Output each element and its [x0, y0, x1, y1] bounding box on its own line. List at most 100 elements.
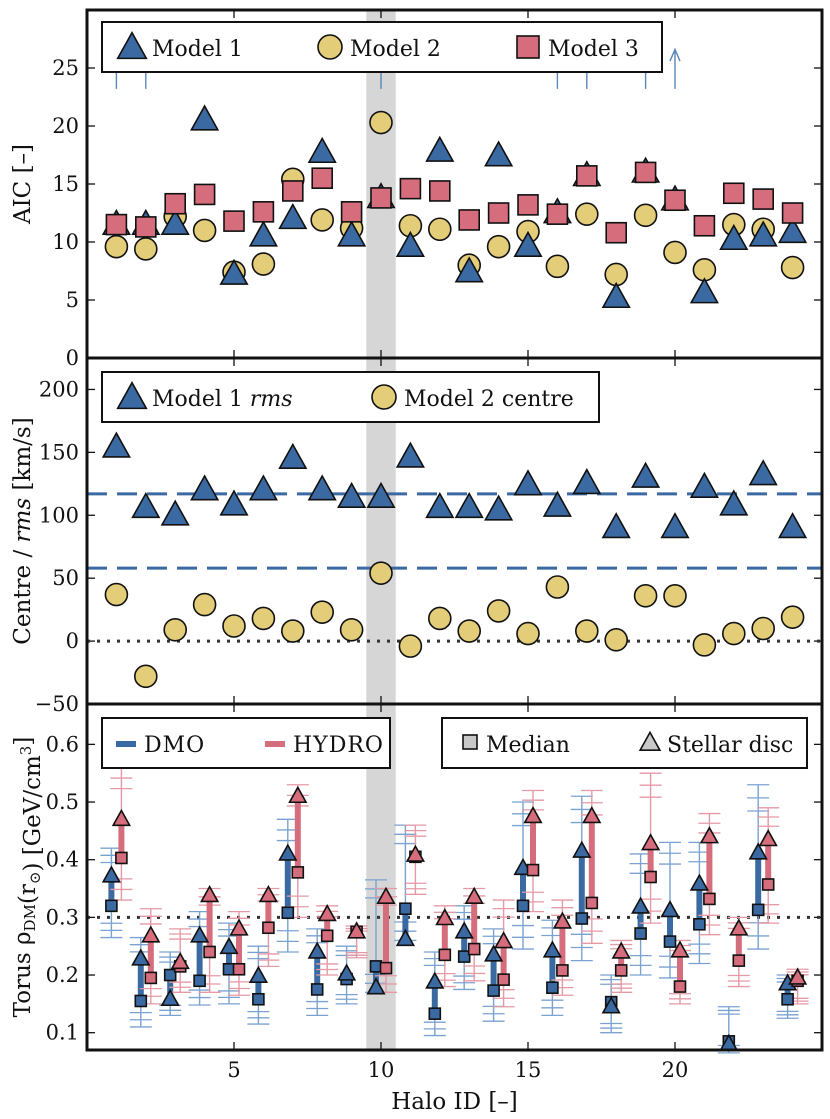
- model1-rms-marker: [395, 441, 425, 468]
- model3-marker: [193, 183, 216, 206]
- model1-rms-marker: [337, 481, 367, 509]
- model2-marker: [427, 217, 452, 242]
- model2-centre-marker: [369, 561, 393, 585]
- dmo-median-marker: [487, 984, 500, 997]
- model1-rms-marker: [748, 459, 778, 486]
- hydro-median-marker: [732, 954, 746, 967]
- model2-centre-marker: [633, 583, 658, 608]
- legend-disc-marker: [638, 730, 662, 751]
- legend-model3-marker: [516, 35, 540, 59]
- dmo-disc-marker: [219, 936, 239, 955]
- model1-rms-marker: [307, 474, 337, 501]
- model2-centre-marker: [457, 619, 482, 643]
- model1-marker: [689, 277, 719, 304]
- model2-marker: [134, 237, 158, 261]
- hydro-disc-marker: [141, 925, 161, 943]
- dmo-median-marker: [281, 906, 295, 920]
- model2-centre-marker: [251, 606, 276, 631]
- hydro-median-marker: [585, 896, 599, 910]
- hydro-median-marker: [614, 964, 628, 977]
- hydro-disc-marker: [493, 931, 514, 949]
- model1-rms-marker: [601, 512, 631, 539]
- hydro-disc-marker: [111, 808, 132, 827]
- hydro-disc-marker: [552, 911, 573, 929]
- legend-model1-rms-label: Model 1 rms: [152, 387, 293, 412]
- model2-centre-marker: [339, 617, 364, 642]
- model2-centre-marker: [280, 619, 305, 643]
- legend-model1-marker: [116, 381, 148, 410]
- legend-median-marker: [462, 734, 478, 750]
- model2-centre-marker: [604, 628, 629, 652]
- hydro-disc-marker: [729, 918, 749, 936]
- model3-marker: [281, 180, 304, 202]
- model2-centre-marker: [427, 606, 452, 631]
- model2-marker: [251, 252, 276, 276]
- hydro-disc-marker: [258, 884, 279, 903]
- dmo-median-marker: [663, 935, 677, 948]
- legend-model3-label: Model 3: [548, 37, 639, 62]
- model1-marker: [219, 258, 249, 285]
- model2-centre-marker: [751, 616, 776, 641]
- model2-centre-marker: [398, 634, 423, 658]
- model2-marker: [780, 255, 805, 280]
- legend-box: [101, 371, 600, 423]
- x-tick-label: 10: [368, 1058, 395, 1082]
- model1-marker: [513, 230, 543, 258]
- dmo-median-marker: [310, 983, 324, 996]
- hydro-median-marker: [644, 870, 657, 884]
- model3-marker: [223, 210, 245, 232]
- dmo-median-marker: [751, 903, 765, 917]
- hydro-median-marker: [291, 866, 305, 879]
- hydro-median-marker: [320, 929, 334, 943]
- model2-marker: [574, 202, 599, 226]
- model1-marker: [278, 203, 308, 230]
- dmo-disc-marker: [395, 928, 416, 947]
- hydro-disc-marker: [288, 785, 308, 804]
- model3-marker: [135, 216, 157, 238]
- y-tick-label: 0: [66, 629, 79, 653]
- model1-rms-marker: [190, 474, 220, 501]
- dmo-median-marker: [428, 1007, 442, 1020]
- dmo-disc-marker: [278, 843, 298, 861]
- hydro-disc-marker: [199, 884, 220, 903]
- model1-rms-marker: [248, 474, 278, 501]
- model2-centre-marker: [721, 621, 746, 646]
- hydro-disc-marker: [582, 805, 602, 824]
- model2-marker: [486, 234, 511, 259]
- hydro-median-marker: [203, 945, 216, 959]
- dmo-median-marker: [693, 917, 706, 931]
- model2-marker: [369, 110, 393, 135]
- model3-marker: [399, 177, 422, 200]
- dmo-disc-marker: [630, 896, 651, 914]
- y-tick-label: 0.2: [46, 963, 79, 987]
- dmo-disc-marker: [572, 840, 592, 858]
- y-tick-label: 15: [52, 172, 79, 196]
- y-axis-label: AIC [–]: [10, 144, 36, 225]
- hydro-disc-marker: [640, 833, 661, 851]
- y-tick-label: 10: [52, 230, 79, 254]
- dmo-disc-marker: [660, 899, 680, 918]
- model2-centre-marker: [222, 614, 246, 638]
- dmo-disc-marker: [307, 941, 327, 959]
- hydro-disc-marker: [229, 918, 249, 936]
- dmo-disc-marker: [454, 921, 474, 939]
- model1-rms-marker: [660, 512, 690, 539]
- dmo-disc-marker: [366, 977, 386, 995]
- legend-hydro-label: HYDRO: [293, 733, 384, 758]
- x-tick-label: 20: [662, 1058, 689, 1082]
- model1-rms-marker: [513, 469, 543, 496]
- hydro-disc-marker: [435, 908, 455, 926]
- hydro-disc-marker: [405, 844, 426, 862]
- legend-box-left: [101, 717, 391, 769]
- model2-marker: [310, 208, 335, 232]
- model2-centre-marker: [192, 592, 217, 617]
- dmo-disc-marker: [601, 996, 621, 1014]
- dmo-median-marker: [516, 899, 530, 913]
- model3-marker: [428, 180, 451, 202]
- model1-rms-marker: [454, 491, 484, 519]
- hydro-median-marker: [556, 964, 569, 977]
- model1-rms-marker: [631, 461, 661, 488]
- y-tick-label: 100: [39, 503, 79, 527]
- hydro-disc-marker: [376, 886, 396, 904]
